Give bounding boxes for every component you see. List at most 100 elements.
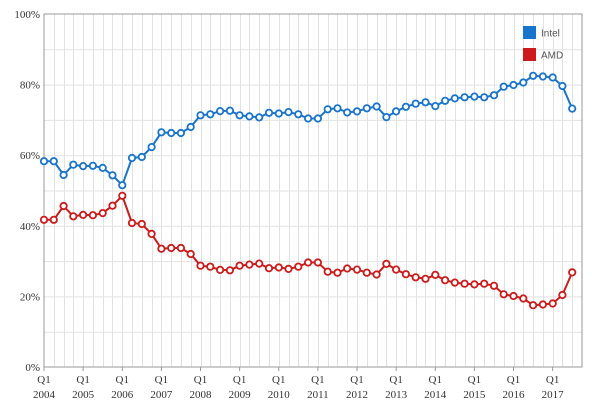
data-point-amd [528, 301, 538, 310]
data-point-amd [137, 219, 146, 229]
x-axis: Q1 2004 Q1 2005 Q1 2006 Q1 2007 Q1 2008 Q1 2009 Q1 20… [33, 367, 564, 401]
data-point-intel [216, 107, 225, 116]
data-point-intel [421, 98, 430, 107]
data-point-amd [401, 270, 410, 279]
x-tick-year-label: 2010 [268, 389, 291, 401]
data-point-intel [245, 112, 254, 121]
data-point-intel [147, 143, 156, 152]
x-tick-quarter-label: Q1 [429, 374, 442, 386]
data-point-intel [450, 94, 459, 103]
data-point-intel [59, 170, 68, 180]
legend-label-intel: Intel [541, 29, 560, 40]
data-point-amd [127, 218, 137, 228]
x-tick-quarter-label: Q1 [194, 374, 207, 386]
x-tick-quarter-label: Q1 [37, 374, 50, 386]
data-point-amd [303, 258, 313, 267]
data-point-intel [343, 108, 352, 117]
data-point-intel [460, 93, 469, 102]
data-point-intel [167, 128, 176, 138]
x-tick-year-label: 2007 [150, 389, 173, 401]
data-point-amd [313, 258, 322, 267]
data-point-intel [372, 102, 381, 111]
x-tick-year-label: 2004 [33, 389, 56, 401]
data-point-amd [382, 259, 391, 268]
data-point-intel [88, 161, 98, 170]
data-point-amd [470, 280, 479, 289]
x-tick-year-label: 2009 [229, 389, 252, 401]
x-tick-year-label: 2014 [424, 389, 447, 401]
data-point-amd [538, 300, 548, 309]
data-point-intel [323, 105, 332, 114]
data-point-intel [98, 163, 107, 172]
data-point-amd [255, 259, 264, 268]
data-point-intel [391, 107, 401, 116]
data-point-amd [167, 243, 176, 253]
data-point-intel [225, 106, 234, 115]
y-tick-label: 80% [20, 80, 40, 92]
data-point-intel [411, 99, 420, 108]
x-tick-year-label: 2012 [346, 389, 368, 401]
data-point-intel [480, 93, 489, 102]
y-axis: 0% 20% 40% 60% 80% 100% [14, 9, 40, 374]
x-tick-quarter-label: Q1 [468, 374, 481, 386]
data-point-intel [157, 128, 166, 137]
data-point-intel [440, 96, 450, 105]
data-point-amd [206, 262, 215, 271]
series-layer [39, 71, 577, 310]
data-point-amd [59, 201, 68, 211]
data-point-amd [509, 291, 518, 301]
data-point-intel [313, 114, 322, 123]
data-point-amd [216, 265, 225, 274]
data-point-amd [186, 249, 195, 259]
data-point-amd [333, 268, 342, 277]
data-point-amd [69, 212, 78, 221]
data-point-amd [225, 266, 234, 275]
data-point-intel [548, 73, 557, 82]
x-tick-year-label: 2008 [190, 389, 213, 401]
data-point-intel [519, 78, 528, 87]
data-point-amd [323, 267, 332, 276]
data-point-intel [69, 160, 78, 169]
data-point-intel [206, 110, 215, 119]
data-point-amd [147, 229, 156, 238]
y-tick-label: 40% [20, 221, 40, 233]
data-point-amd [431, 270, 440, 279]
data-point-intel [470, 92, 479, 101]
data-point-intel [196, 111, 205, 120]
data-point-intel [294, 110, 303, 119]
data-point-amd [519, 294, 528, 303]
data-point-amd [548, 299, 557, 308]
data-point-intel [568, 104, 577, 113]
data-point-amd [157, 244, 166, 253]
data-point-amd [284, 264, 293, 273]
legend: Intel AMD [523, 26, 563, 62]
legend-swatch-intel [523, 26, 536, 39]
x-tick-year-label: 2013 [385, 389, 408, 401]
data-point-intel [108, 171, 117, 180]
data-point-intel [49, 157, 58, 166]
data-point-intel [509, 80, 518, 90]
x-tick-quarter-label: Q1 [116, 374, 129, 386]
data-point-intel [362, 104, 371, 113]
data-point-intel [284, 108, 293, 117]
data-point-intel [137, 152, 146, 162]
x-tick-quarter-label: Q1 [546, 374, 559, 386]
x-tick-year-label: 2011 [307, 389, 329, 401]
x-tick-quarter-label: Q1 [507, 374, 520, 386]
data-point-amd [362, 268, 371, 277]
x-tick-quarter-label: Q1 [155, 374, 168, 386]
x-tick-quarter-label: Q1 [272, 374, 285, 386]
data-point-amd [79, 210, 88, 219]
data-point-amd [108, 201, 117, 210]
data-point-intel [235, 111, 244, 120]
data-point-intel [176, 128, 185, 138]
data-point-intel [255, 113, 264, 122]
data-point-amd [49, 215, 58, 224]
data-point-amd [568, 268, 577, 277]
data-point-amd [196, 261, 205, 270]
y-tick-label: 100% [14, 9, 40, 21]
y-tick-label: 20% [20, 291, 40, 303]
x-tick-year-label: 2006 [111, 389, 134, 401]
data-point-intel [489, 91, 499, 100]
